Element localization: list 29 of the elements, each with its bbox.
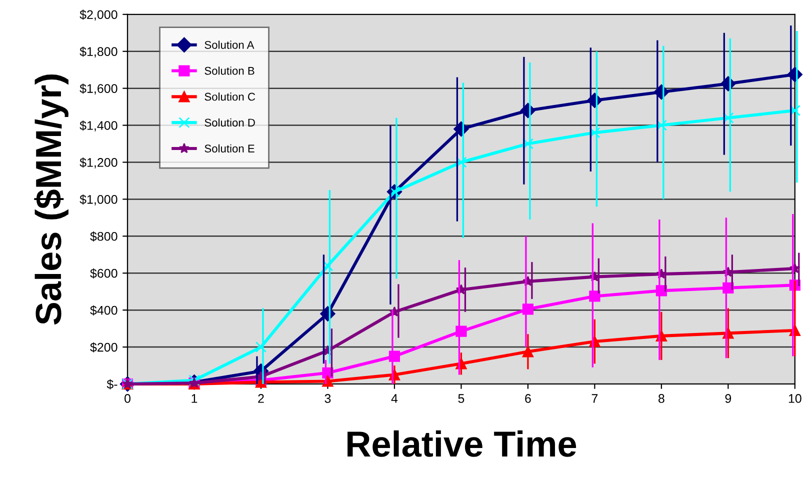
y-tick-label: $1,800: [80, 46, 118, 58]
legend-label: Solution E: [204, 144, 254, 152]
x-tick-label: 10: [788, 394, 802, 403]
y-tick-label: $1,200: [80, 158, 118, 168]
x-tick-label: 7: [592, 394, 598, 403]
x-tick-label: 3: [324, 394, 331, 403]
x-tick-label: 4: [391, 394, 398, 403]
x-axis-title: Relative Time: [348, 430, 576, 457]
legend-label: Solution A: [204, 40, 254, 49]
y-axis-title: Sales ($MM/yr): [34, 74, 68, 325]
legend-label: Solution B: [204, 66, 254, 75]
x-tick-label: 9: [725, 394, 732, 403]
y-tick-label: $600: [90, 268, 118, 279]
x-tick-label: 2: [258, 394, 264, 403]
x-tick-label: 5: [458, 394, 464, 403]
legend-label: Solution D: [204, 118, 255, 127]
y-tick-label: $200: [90, 342, 118, 352]
x-tick-label: 6: [525, 394, 531, 403]
y-tick-label: $-: [106, 379, 118, 390]
legend-label: Solution C: [204, 92, 256, 101]
x-tick-label: 0: [124, 394, 130, 403]
x-tick-label: 8: [658, 394, 664, 403]
y-tick-label: $800: [90, 231, 118, 242]
y-tick-label: $1,400: [80, 120, 118, 132]
y-tick-label: $1,000: [80, 194, 118, 206]
y-tick-label: $2,000: [80, 10, 118, 21]
x-tick-label: 1: [192, 394, 198, 403]
y-tick-label: $1,600: [80, 84, 118, 94]
y-tick-label: $400: [90, 305, 118, 316]
